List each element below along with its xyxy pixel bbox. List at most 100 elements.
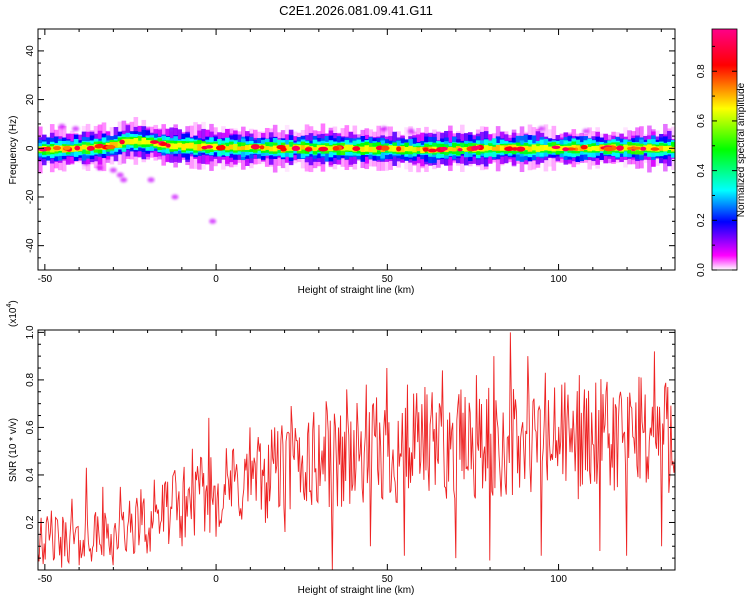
colorbar-tick-label: 0.6 [696, 114, 707, 128]
spectrogram-peak-spot [318, 146, 329, 152]
spectrogram-scatter-blob [116, 172, 124, 178]
spectrogram-peak-spot [205, 145, 214, 149]
spectrogram-peak-spot [507, 146, 513, 150]
spectrogram-band-cell [145, 140, 151, 145]
spectrogram-peak-spot [352, 146, 361, 152]
spectrogram-ytick-label: 20 [25, 94, 36, 106]
spectrogram-ytick-label: -20 [25, 189, 36, 204]
spectrogram-band-cell [264, 146, 270, 150]
colorbar-tick-label: 0.2 [696, 213, 707, 227]
spectrogram-peak-spot [626, 146, 633, 151]
spectrogram-band-cell [404, 147, 409, 152]
spectrogram-band-cell [344, 144, 350, 151]
spectrogram-band-cell [328, 146, 334, 152]
spectrogram-peak-spot [119, 139, 125, 145]
spectrogram-band-cell [193, 144, 198, 151]
snr-ytick-label: 0.6 [25, 420, 36, 434]
spectrogram-frame [37, 28, 676, 271]
spectrogram-band-cell [523, 145, 529, 151]
spectrogram-band-cell [499, 145, 505, 151]
spectrogram-peak-spot [516, 146, 526, 152]
spectrogram-peak-spot [219, 144, 226, 151]
spectrogram-band-cell [312, 147, 318, 152]
spectrogram-band-cell [81, 144, 87, 150]
snr-exponent-power: 4 [6, 304, 13, 308]
colorbar-gradient [711, 28, 738, 271]
spectrogram-band-cell [241, 146, 246, 150]
spectrogram-peak-spot [375, 145, 382, 151]
spectrogram-peak-spot [631, 146, 642, 150]
spectrogram-peak-spot [86, 145, 95, 151]
spectrogram-ytick-label: 0 [25, 145, 36, 151]
spectrogram-scatter-blob [582, 128, 590, 134]
spectrogram-scatter-blob [120, 177, 128, 183]
colorbar: 0.0 0.2 0.4 0.6 0.8 Normalized spectral ampl… [696, 28, 747, 277]
spectrogram-band-cell [663, 146, 668, 152]
spectrogram-band-cell [595, 145, 600, 152]
spectrogram-peak-spot [74, 145, 81, 151]
spectrogram-band-cell [348, 144, 354, 151]
snr-xtick-label: 100 [550, 574, 567, 585]
spectrogram-scatter-blob [72, 126, 80, 132]
snr-series-line [38, 332, 675, 570]
spectrogram-band-cell [288, 146, 294, 151]
spectrogram-ylabel: Frequency (Hz) [8, 116, 19, 185]
spectrogram-peak-spot [332, 146, 340, 151]
figure-title: C2E1.2026.081.09.41.G11 [279, 3, 433, 18]
spectrogram-peak-spot [422, 147, 429, 152]
spectrogram-image [38, 117, 675, 224]
spectrogram-band-cell [527, 146, 533, 152]
spectrogram-band-cell [137, 140, 143, 145]
spectrogram-band-cell [539, 145, 545, 152]
spectrogram-band-cell [113, 142, 119, 148]
spectrogram-peak-spot [640, 146, 647, 151]
spectrogram-peak-spot [304, 147, 313, 152]
snr-xtick-label: 0 [213, 574, 219, 585]
spectrogram-band-cell [49, 146, 55, 153]
spectrogram-ytick-label: 40 [25, 45, 36, 57]
spectrogram-band-cell [452, 147, 457, 152]
snr-ytick-label: 1.0 [25, 325, 36, 339]
spectrogram-ticks: -50 0 50 100 -40 -20 0 20 40 [25, 29, 675, 285]
spectrogram-peak-spot [551, 145, 561, 149]
spectrogram-peak-spot [259, 145, 265, 150]
spectrogram-peak-spot [45, 146, 52, 151]
spectrogram-scatter-blob [109, 167, 117, 173]
spectrogram-scatter-blob [407, 128, 415, 134]
spectrogram-band-cell [495, 144, 501, 151]
spectrogram-peak-spot [616, 145, 624, 151]
spectrogram-band-cell [173, 143, 178, 150]
spectrogram-band-cell [463, 147, 469, 152]
spectrogram-band-cell [213, 143, 218, 151]
spectrogram-band-cell [412, 147, 417, 153]
spectrogram-band-cell [671, 146, 675, 152]
spectrogram-band-cell [316, 145, 322, 150]
spectrogram-peak-spot [440, 146, 448, 151]
spectrogram-band-cell [368, 146, 374, 153]
snr-ylabel: SNR (10 * v/v) [8, 418, 19, 482]
colorbar-tick-label: 0.4 [696, 163, 707, 177]
spectrogram-scatter-blob [171, 194, 179, 200]
spectrogram-peak-spot [250, 144, 260, 150]
spectrogram-band-cell [408, 145, 413, 152]
spectrogram-peak-spot [291, 145, 301, 151]
spectrogram-scatter-blob [537, 126, 545, 132]
spectrogram-peak-spot [105, 144, 116, 150]
spectrogram-peak-spot [160, 142, 168, 146]
spectrogram-peak-spot [457, 147, 463, 152]
spectrogram-band-cell [659, 145, 664, 151]
spectrogram-band-cell [647, 144, 652, 151]
spectrogram-peak-spot [150, 140, 159, 144]
snr-panel: -50 0 50 100 0.2 0.4 0.6 0.8 1.0 Height of strai… [6, 300, 676, 596]
spectrogram-peak-spot [475, 145, 481, 150]
snr-ytick-label: 0.2 [25, 515, 36, 529]
spectrogram-band-cell [189, 142, 194, 149]
snr-frame [37, 329, 676, 571]
spectrogram-band-cell [559, 146, 565, 151]
spectrogram-scatter-blob [96, 165, 104, 171]
spectrogram-scatter-blob [58, 123, 66, 129]
spectrogram-scatter-blob [380, 126, 388, 132]
spectrogram-peak-spot [94, 144, 103, 149]
spectrogram-band-cell [392, 145, 397, 152]
